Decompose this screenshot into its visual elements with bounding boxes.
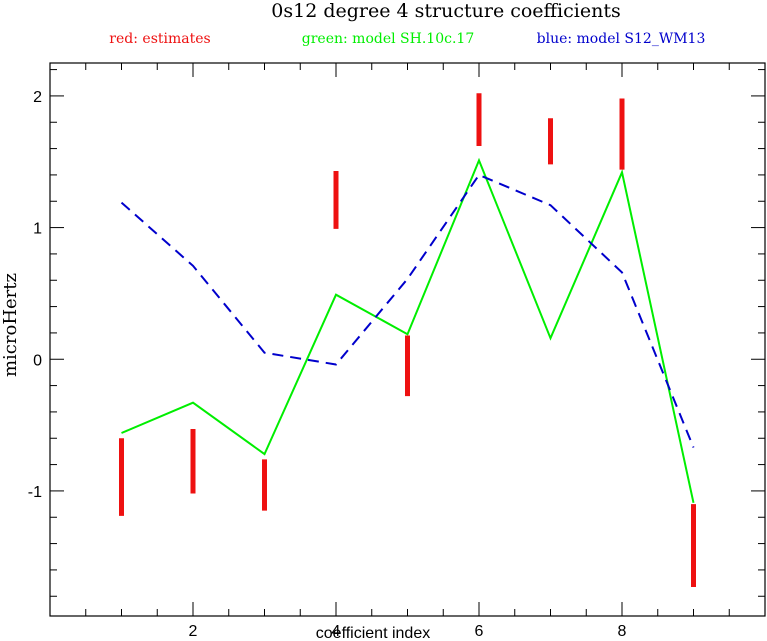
y-tick-label: 2 (33, 89, 42, 106)
x-tick-label: 4 (332, 623, 341, 640)
axis-tick-labels: 2 4 6 8 -1 0 1 2 (28, 89, 627, 640)
legend-entry-estimates: red: estimates (109, 31, 210, 47)
estimate-layer (119, 93, 696, 588)
y-tick-label: -1 (28, 484, 42, 501)
x-tick-label: 6 (475, 623, 484, 640)
series-layer (120, 157, 695, 504)
x-axis-label: coefficient index (316, 625, 430, 641)
x-tick-label: 8 (618, 623, 627, 640)
y-axis-label: microHertz (0, 273, 21, 377)
series-line-green-model (121, 157, 695, 504)
y-tick-label: 0 (33, 352, 42, 369)
x-tick-label: 2 (189, 623, 198, 640)
axis-ticks (50, 63, 765, 616)
series-line-blue-model (120, 173, 695, 448)
y-tick-label: 1 (33, 221, 42, 238)
chart-title: 0s12 degree 4 structure coefficients (271, 0, 620, 22)
legend-entry-blue-model: blue: model S12_WM13 (537, 31, 706, 47)
legend-entry-green-model: green: model SH.10c.17 (302, 31, 474, 47)
